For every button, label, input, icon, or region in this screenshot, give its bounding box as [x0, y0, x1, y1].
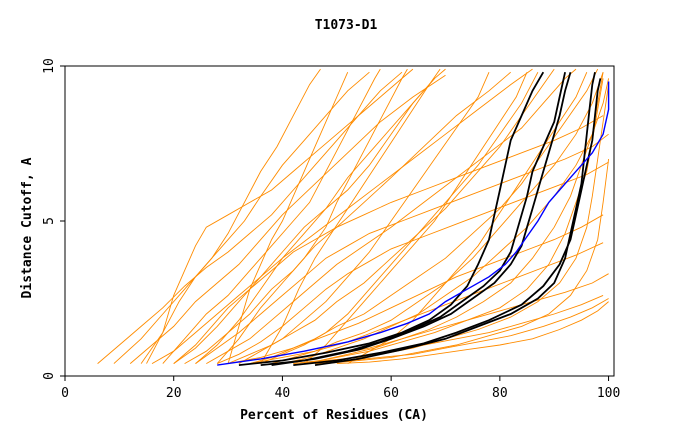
- series-line-2: [129, 74, 446, 364]
- x-tick-label-5: 100: [597, 386, 620, 401]
- x-tick-label-4: 80: [492, 386, 508, 401]
- series-line-22: [195, 133, 609, 364]
- series-line-25: [249, 242, 604, 365]
- series-line-39: [314, 72, 596, 366]
- chart-title: T1073-D1: [315, 18, 378, 33]
- series-line-31: [227, 72, 349, 364]
- series-line-7: [184, 71, 511, 364]
- series-line-4: [151, 68, 533, 364]
- series-line-12: [238, 72, 490, 364]
- series-line-36: [238, 71, 545, 366]
- series-line-10: [216, 68, 408, 364]
- series-line-21: [173, 115, 604, 364]
- series-line-8: [195, 78, 435, 364]
- x-tick-label-3: 60: [383, 386, 399, 401]
- series-line-20: [325, 158, 610, 365]
- series-line-13: [249, 68, 599, 365]
- series-line-1: [113, 71, 370, 364]
- series-line-28: [314, 298, 609, 365]
- series-line-32: [260, 68, 441, 364]
- series-line-29: [336, 301, 609, 365]
- x-axis-label: Percent of Residues (CA): [240, 408, 428, 423]
- series-line-40: [217, 81, 610, 366]
- series-line-30: [140, 68, 414, 364]
- series-layer: [97, 68, 610, 366]
- series-line-24: [228, 214, 604, 365]
- y-tick-label-1: 5: [42, 217, 57, 225]
- axes-layer: 0 20 40 60 80 100 0 5 10: [42, 58, 620, 401]
- x-tick-label-2: 40: [275, 386, 291, 401]
- series-line-38: [271, 71, 572, 366]
- series-line-17: [293, 72, 604, 365]
- series-line-3: [146, 68, 321, 364]
- series-line-5: [162, 68, 381, 364]
- series-line-9: [206, 68, 577, 364]
- series-line-35: [293, 78, 602, 366]
- y-axis-label: Distance Cutoff, A: [20, 157, 35, 298]
- series-line-6: [173, 68, 446, 364]
- x-tick-label-0: 0: [61, 386, 69, 401]
- y-tick-label-2: 10: [42, 58, 57, 74]
- y-tick-label-0: 0: [42, 372, 57, 380]
- x-tick-label-1: 20: [166, 386, 182, 401]
- series-line-33: [303, 72, 528, 364]
